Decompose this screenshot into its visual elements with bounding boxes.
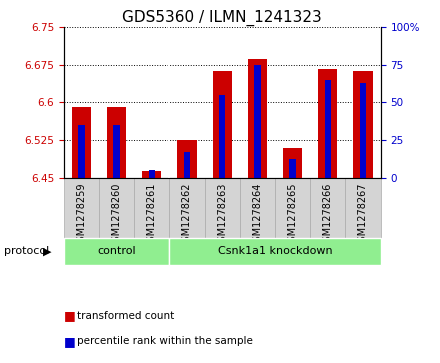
- Bar: [213, 71, 232, 178]
- Bar: [72, 107, 91, 178]
- FancyBboxPatch shape: [345, 178, 381, 238]
- Text: ■: ■: [64, 309, 76, 322]
- Text: ■: ■: [64, 335, 76, 348]
- Bar: [254, 65, 260, 178]
- Bar: [78, 125, 84, 178]
- Text: protocol: protocol: [4, 246, 50, 256]
- Bar: [219, 95, 225, 178]
- FancyBboxPatch shape: [240, 178, 275, 238]
- Text: Csnk1a1 knockdown: Csnk1a1 knockdown: [218, 246, 332, 256]
- Bar: [184, 152, 190, 178]
- Text: GSM1278261: GSM1278261: [147, 182, 157, 248]
- Text: transformed count: transformed count: [77, 311, 174, 321]
- Text: GSM1278264: GSM1278264: [253, 182, 262, 248]
- Text: GSM1278266: GSM1278266: [323, 182, 333, 248]
- Bar: [149, 170, 155, 178]
- Text: GSM1278262: GSM1278262: [182, 182, 192, 248]
- FancyBboxPatch shape: [205, 178, 240, 238]
- Text: GSM1278263: GSM1278263: [217, 182, 227, 248]
- Text: ▶: ▶: [43, 246, 51, 256]
- FancyBboxPatch shape: [99, 178, 134, 238]
- FancyBboxPatch shape: [310, 178, 345, 238]
- Title: GDS5360 / ILMN_1241323: GDS5360 / ILMN_1241323: [122, 10, 322, 26]
- Bar: [318, 69, 337, 178]
- Bar: [107, 107, 126, 178]
- FancyBboxPatch shape: [169, 238, 381, 265]
- Bar: [290, 159, 296, 178]
- Text: GSM1278267: GSM1278267: [358, 182, 368, 248]
- Text: GSM1278265: GSM1278265: [288, 182, 297, 248]
- Bar: [177, 140, 197, 178]
- Text: percentile rank within the sample: percentile rank within the sample: [77, 336, 253, 346]
- Text: GSM1278259: GSM1278259: [77, 182, 86, 248]
- Bar: [142, 171, 161, 178]
- Bar: [114, 125, 120, 178]
- Bar: [283, 148, 302, 178]
- Bar: [353, 71, 373, 178]
- Text: control: control: [97, 246, 136, 256]
- FancyBboxPatch shape: [275, 178, 310, 238]
- Text: GSM1278260: GSM1278260: [112, 182, 121, 248]
- Bar: [325, 80, 331, 178]
- FancyBboxPatch shape: [64, 178, 99, 238]
- FancyBboxPatch shape: [64, 238, 169, 265]
- Bar: [360, 83, 366, 178]
- FancyBboxPatch shape: [134, 178, 169, 238]
- FancyBboxPatch shape: [169, 178, 205, 238]
- Bar: [248, 59, 267, 178]
